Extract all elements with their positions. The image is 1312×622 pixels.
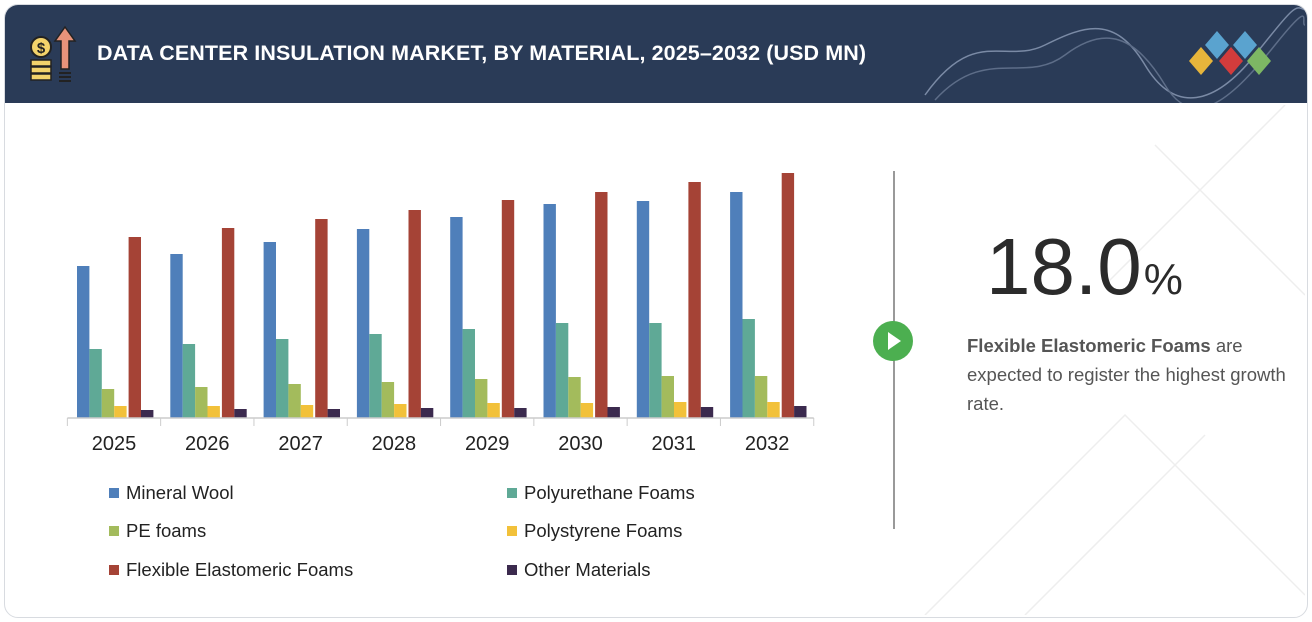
bar-other-materials-2031: [700, 407, 714, 418]
growth-rate-unit: %: [1143, 255, 1183, 304]
bar-pe-foams-2025: [101, 389, 115, 418]
x-tick-label: 2028: [372, 433, 417, 455]
legend-item-pe-foams: PE foams: [109, 520, 206, 542]
bar-pe-foams-2026: [195, 387, 208, 418]
x-tick-label: 2032: [745, 433, 790, 455]
wave-decoration: [924, 7, 1305, 103]
diamond-logo: [1189, 31, 1271, 75]
bar-other-materials-2025: [141, 410, 154, 418]
legend-label: PE foams: [126, 520, 207, 541]
bar-polystyrene-foams-2030: [580, 403, 594, 418]
legend-item-polyurethane-foams: Polyurethane Foams: [507, 482, 695, 504]
bar-other-materials-2026: [234, 409, 247, 418]
bar-mineral-wool-2026: [170, 254, 183, 418]
bar-polyurethane-foams-2025: [89, 349, 102, 418]
svg-text:$: $: [37, 40, 46, 57]
x-tick-label: 2029: [465, 433, 510, 455]
bar-other-materials-2028: [420, 408, 434, 418]
legend-item-other-materials: Other Materials: [507, 559, 650, 581]
bar-mineral-wool-2030: [543, 204, 556, 418]
chart-title: DATA CENTER INSULATION MARKET, BY MATERI…: [97, 41, 867, 65]
legend-swatch: [109, 526, 119, 536]
bar-flexible-elastomeric-foams-2028: [408, 210, 421, 418]
bar-polyurethane-foams-2029: [462, 329, 475, 418]
bar-polyurethane-foams-2030: [555, 323, 569, 418]
bar-other-materials-2032: [794, 406, 807, 418]
bar-flexible-elastomeric-foams-2031: [688, 182, 701, 418]
bar-mineral-wool-2029: [450, 217, 463, 418]
bar-pe-foams-2030: [568, 377, 581, 418]
bar-mineral-wool-2031: [636, 201, 650, 418]
legend-swatch: [507, 488, 517, 498]
bar-polyurethane-foams-2028: [369, 334, 382, 418]
bar-flexible-elastomeric-foams-2026: [221, 228, 235, 418]
legend-item-mineral-wool: Mineral Wool: [109, 482, 234, 504]
bar-polyurethane-foams-2032: [742, 319, 755, 418]
bar-polyurethane-foams-2031: [649, 323, 662, 418]
bar-pe-foams-2028: [381, 382, 395, 418]
x-tick-label: 2030: [558, 433, 603, 455]
infographic-card: $ DATA CENTER INSULATION MARKET, BY MATE…: [4, 4, 1308, 618]
legend-swatch: [109, 488, 119, 498]
bar-mineral-wool-2028: [356, 229, 370, 418]
description-text: are expected to register the highest gro…: [967, 335, 1286, 414]
background-lines-decoration: [924, 105, 1305, 615]
bar-polystyrene-foams-2025: [114, 406, 127, 418]
bar-other-materials-2027: [327, 409, 340, 418]
x-tick-label: 2027: [278, 433, 323, 455]
legend-swatch: [507, 526, 517, 536]
bar-pe-foams-2032: [754, 376, 768, 418]
bar-polystyrene-foams-2027: [300, 405, 314, 418]
bar-polystyrene-foams-2029: [487, 403, 500, 418]
bar-other-materials-2029: [514, 408, 527, 418]
legend-label: Polyurethane Foams: [524, 482, 695, 503]
legend-swatch: [109, 565, 119, 575]
bar-flexible-elastomeric-foams-2032: [781, 173, 795, 418]
bar-polyurethane-foams-2026: [182, 344, 196, 418]
legend-item-polystyrene-foams: Polystyrene Foams: [507, 520, 682, 542]
bar-mineral-wool-2032: [730, 192, 743, 418]
bar-flexible-elastomeric-foams-2025: [128, 237, 141, 418]
legend-label: Mineral Wool: [126, 482, 234, 503]
growth-rate-value: 18.0%: [986, 227, 1183, 307]
growth-rate-number: 18.0: [986, 222, 1142, 311]
growth-description: Flexible Elastomeric Foams are expected …: [967, 331, 1287, 418]
bar-polystyrene-foams-2031: [674, 402, 687, 418]
bar-pe-foams-2029: [475, 379, 488, 418]
bar-mineral-wool-2027: [263, 242, 276, 418]
x-tick-label: 2031: [652, 433, 697, 455]
money-growth-icon: $: [30, 25, 77, 82]
legend-label: Other Materials: [524, 559, 651, 580]
x-tick-label: 2026: [185, 433, 230, 455]
bar-mineral-wool-2025: [77, 266, 90, 418]
bar-flexible-elastomeric-foams-2029: [501, 200, 515, 418]
bar-polystyrene-foams-2026: [207, 406, 220, 418]
x-tick-label: 2025: [92, 433, 137, 455]
bar-polystyrene-foams-2028: [394, 404, 407, 418]
legend-label: Flexible Elastomeric Foams: [126, 559, 354, 580]
bar-pe-foams-2031: [661, 376, 674, 418]
legend-label: Polystyrene Foams: [524, 520, 683, 541]
play-icon: [873, 321, 913, 361]
bar-flexible-elastomeric-foams-2030: [595, 192, 608, 418]
bar-pe-foams-2027: [288, 384, 301, 418]
bar-polystyrene-foams-2032: [767, 402, 780, 418]
bar-flexible-elastomeric-foams-2027: [315, 219, 328, 418]
legend-swatch: [507, 565, 517, 575]
bar-polyurethane-foams-2027: [276, 339, 289, 418]
header-bar: $ DATA CENTER INSULATION MARKET, BY MATE…: [5, 5, 1307, 103]
highlight-segment: Flexible Elastomeric Foams: [967, 335, 1211, 356]
bar-other-materials-2030: [607, 407, 620, 418]
bar-chart: 2025 2026 2027 2028 2029 2030 2031 2032: [66, 173, 815, 455]
legend-item-flexible-elastomeric-foams: Flexible Elastomeric Foams: [109, 559, 353, 581]
